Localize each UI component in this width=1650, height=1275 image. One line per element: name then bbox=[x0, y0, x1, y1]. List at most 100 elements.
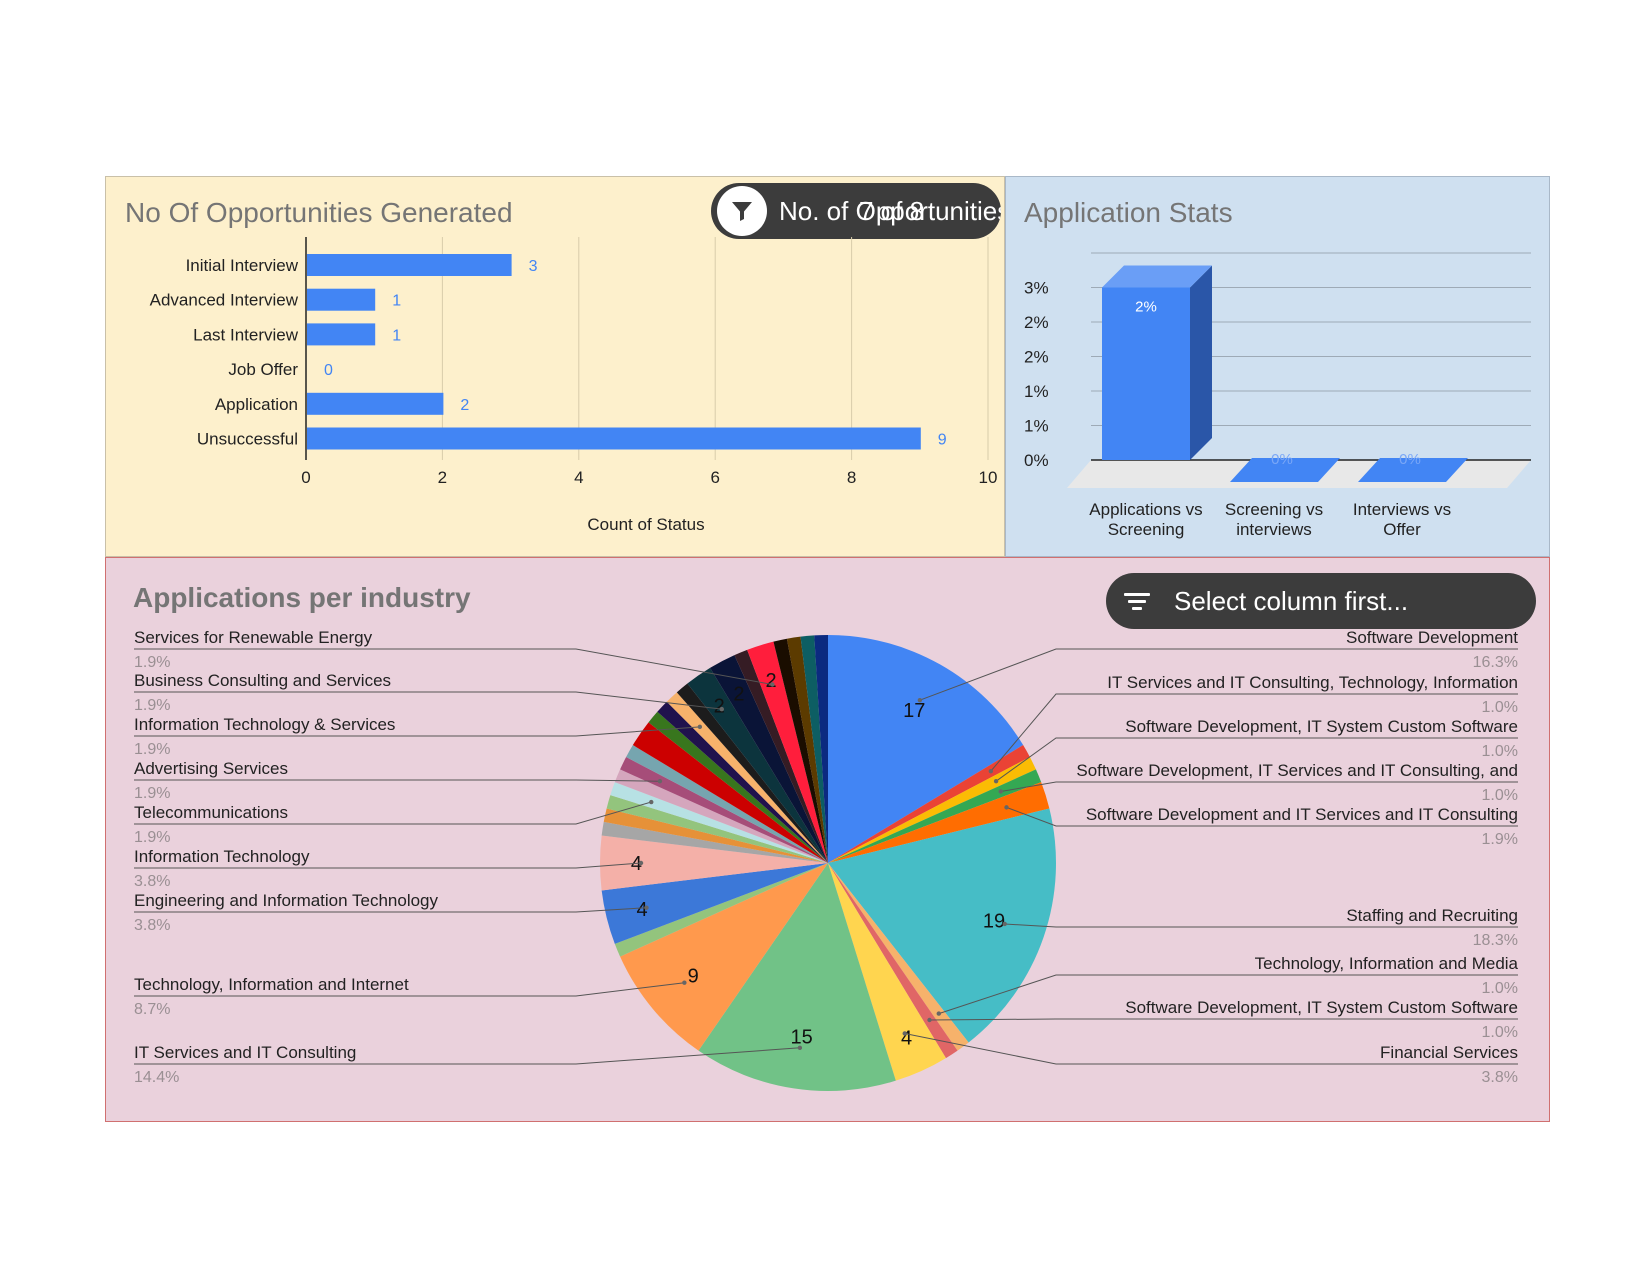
slice-legend-percent: 1.0% bbox=[1482, 743, 1518, 760]
bar-flat bbox=[1358, 458, 1468, 482]
bar-value-label: 1 bbox=[392, 327, 401, 344]
x-tick-label: 8 bbox=[847, 468, 856, 487]
pie-slice bbox=[610, 782, 828, 863]
y-tick-label: 2% bbox=[1024, 313, 1049, 332]
bar-3d bbox=[1102, 265, 1212, 460]
slice-legend-percent: 3.8% bbox=[134, 917, 170, 934]
leader-dot bbox=[998, 789, 1003, 794]
pie-slice bbox=[828, 808, 1056, 1043]
slice-legend-percent: 3.8% bbox=[134, 873, 170, 890]
pie-slice bbox=[626, 745, 828, 863]
category-label: Screening bbox=[1108, 520, 1185, 539]
slice-legend-percent: 18.3% bbox=[1473, 932, 1518, 949]
bar-value-label: 0 bbox=[324, 362, 333, 379]
leader-dot bbox=[902, 1031, 907, 1036]
leader-dot bbox=[1004, 805, 1009, 810]
category-label: Interviews vs bbox=[1353, 500, 1451, 519]
pie-slice bbox=[614, 769, 828, 863]
opportunities-filter-chip[interactable]: No. of Opportunities 7 of 8 bbox=[711, 183, 1001, 239]
industry-panel: Applications per industry Select column … bbox=[105, 557, 1550, 1122]
pie-slice bbox=[698, 863, 896, 1092]
leader-dot bbox=[993, 778, 999, 784]
bar-value-label: 2% bbox=[1135, 299, 1157, 316]
leader-dot bbox=[638, 860, 644, 866]
slice-value-label: 9 bbox=[688, 965, 699, 987]
leader-dot bbox=[657, 778, 663, 784]
slice-legend-label: Staffing and Recruiting bbox=[1346, 906, 1518, 925]
pie-slice bbox=[800, 635, 828, 863]
pie-slice bbox=[747, 641, 828, 863]
slice-value-label: 19 bbox=[983, 910, 1005, 932]
bar bbox=[307, 254, 512, 276]
slice-value-label: 2 bbox=[714, 695, 725, 717]
x-tick-label: 6 bbox=[710, 468, 719, 487]
category-label: Unsuccessful bbox=[197, 430, 298, 449]
pie-slice bbox=[599, 835, 828, 891]
slice-legend-label: Engineering and Information Technology bbox=[134, 891, 439, 910]
x-tick-label: 4 bbox=[574, 468, 583, 487]
opportunities-filter-overlay: 7 of 8 bbox=[859, 195, 925, 226]
bar bbox=[307, 323, 376, 346]
pie-slice bbox=[786, 636, 828, 863]
leader-line bbox=[134, 779, 660, 782]
category-label: Applications vs bbox=[1089, 500, 1202, 519]
slice-legend-label: Technology, Information and Media bbox=[1255, 954, 1519, 973]
slice-legend-label: IT Services and IT Consulting bbox=[134, 1043, 356, 1062]
slice-legend-percent: 1.9% bbox=[134, 785, 170, 802]
leader-line bbox=[134, 648, 773, 685]
leader-dot bbox=[797, 1045, 803, 1051]
slice-value-label: 2 bbox=[733, 683, 744, 705]
leader-line bbox=[134, 801, 652, 825]
y-tick-label: 1% bbox=[1024, 417, 1049, 436]
slice-legend-label: Information Technology & Services bbox=[134, 715, 395, 734]
pie-slice bbox=[828, 635, 1024, 863]
pie-slice bbox=[710, 655, 828, 863]
bar-side bbox=[1190, 265, 1212, 460]
bar-value-label: 2 bbox=[460, 397, 469, 414]
leader-dot bbox=[988, 768, 994, 774]
industry-chart-title: Applications per industry bbox=[133, 582, 471, 613]
leader-dot bbox=[649, 799, 654, 805]
industry-filter-chip[interactable]: Select column first... bbox=[1106, 573, 1536, 629]
slice-legend-percent: 1.9% bbox=[134, 741, 170, 758]
leader-line bbox=[134, 726, 700, 737]
x-tick-label: 10 bbox=[979, 468, 998, 487]
pie-slice bbox=[814, 635, 828, 863]
pie-slice bbox=[657, 701, 828, 863]
pie-slice bbox=[773, 638, 828, 863]
pie-slice bbox=[620, 757, 828, 863]
slice-legend-percent: 1.9% bbox=[134, 654, 170, 671]
opportunities-filter-label: No. of Opportunities bbox=[779, 195, 1001, 226]
slice-legend-percent: 3.8% bbox=[1482, 1069, 1518, 1086]
pie-slice bbox=[828, 863, 946, 1081]
bar-value-label: 9 bbox=[938, 432, 947, 449]
pie-slice bbox=[601, 821, 828, 863]
leader-dot bbox=[644, 905, 649, 910]
pie-slice bbox=[648, 711, 828, 863]
slice-legend-label: Software Development, IT Services and IT… bbox=[1076, 761, 1518, 780]
slice-legend-label: IT Services and IT Consulting, Technolog… bbox=[1107, 673, 1518, 692]
leader-line bbox=[1004, 923, 1518, 928]
leader-dot bbox=[697, 724, 703, 730]
bar bbox=[307, 288, 376, 311]
slice-legend-percent: 14.4% bbox=[134, 1069, 179, 1086]
slice-value-label: 4 bbox=[636, 899, 647, 921]
leader-dot bbox=[936, 1011, 942, 1016]
slice-legend-label: Software Development and IT Services and… bbox=[1086, 805, 1518, 824]
industry-filter-label: Select column first... bbox=[1174, 585, 1409, 616]
slice-legend-label: Telecommunications bbox=[134, 803, 288, 822]
x-axis-title: Count of Status bbox=[587, 515, 704, 534]
leader-dot bbox=[927, 1017, 932, 1023]
pie-slice bbox=[828, 769, 1042, 863]
pie-slice bbox=[828, 757, 1036, 863]
category-label: Last Interview bbox=[193, 325, 299, 344]
category-label: Screening vs bbox=[1225, 500, 1323, 519]
bar-value-label: 0% bbox=[1399, 451, 1421, 468]
slice-legend-label: Technology, Information and Internet bbox=[134, 975, 409, 994]
slice-value-label: 15 bbox=[790, 1027, 812, 1049]
slice-legend-label: Software Development, IT System Custom S… bbox=[1125, 717, 1518, 736]
bar bbox=[307, 392, 444, 415]
y-tick-label: 0% bbox=[1024, 451, 1049, 470]
pie-slice bbox=[620, 863, 828, 1051]
